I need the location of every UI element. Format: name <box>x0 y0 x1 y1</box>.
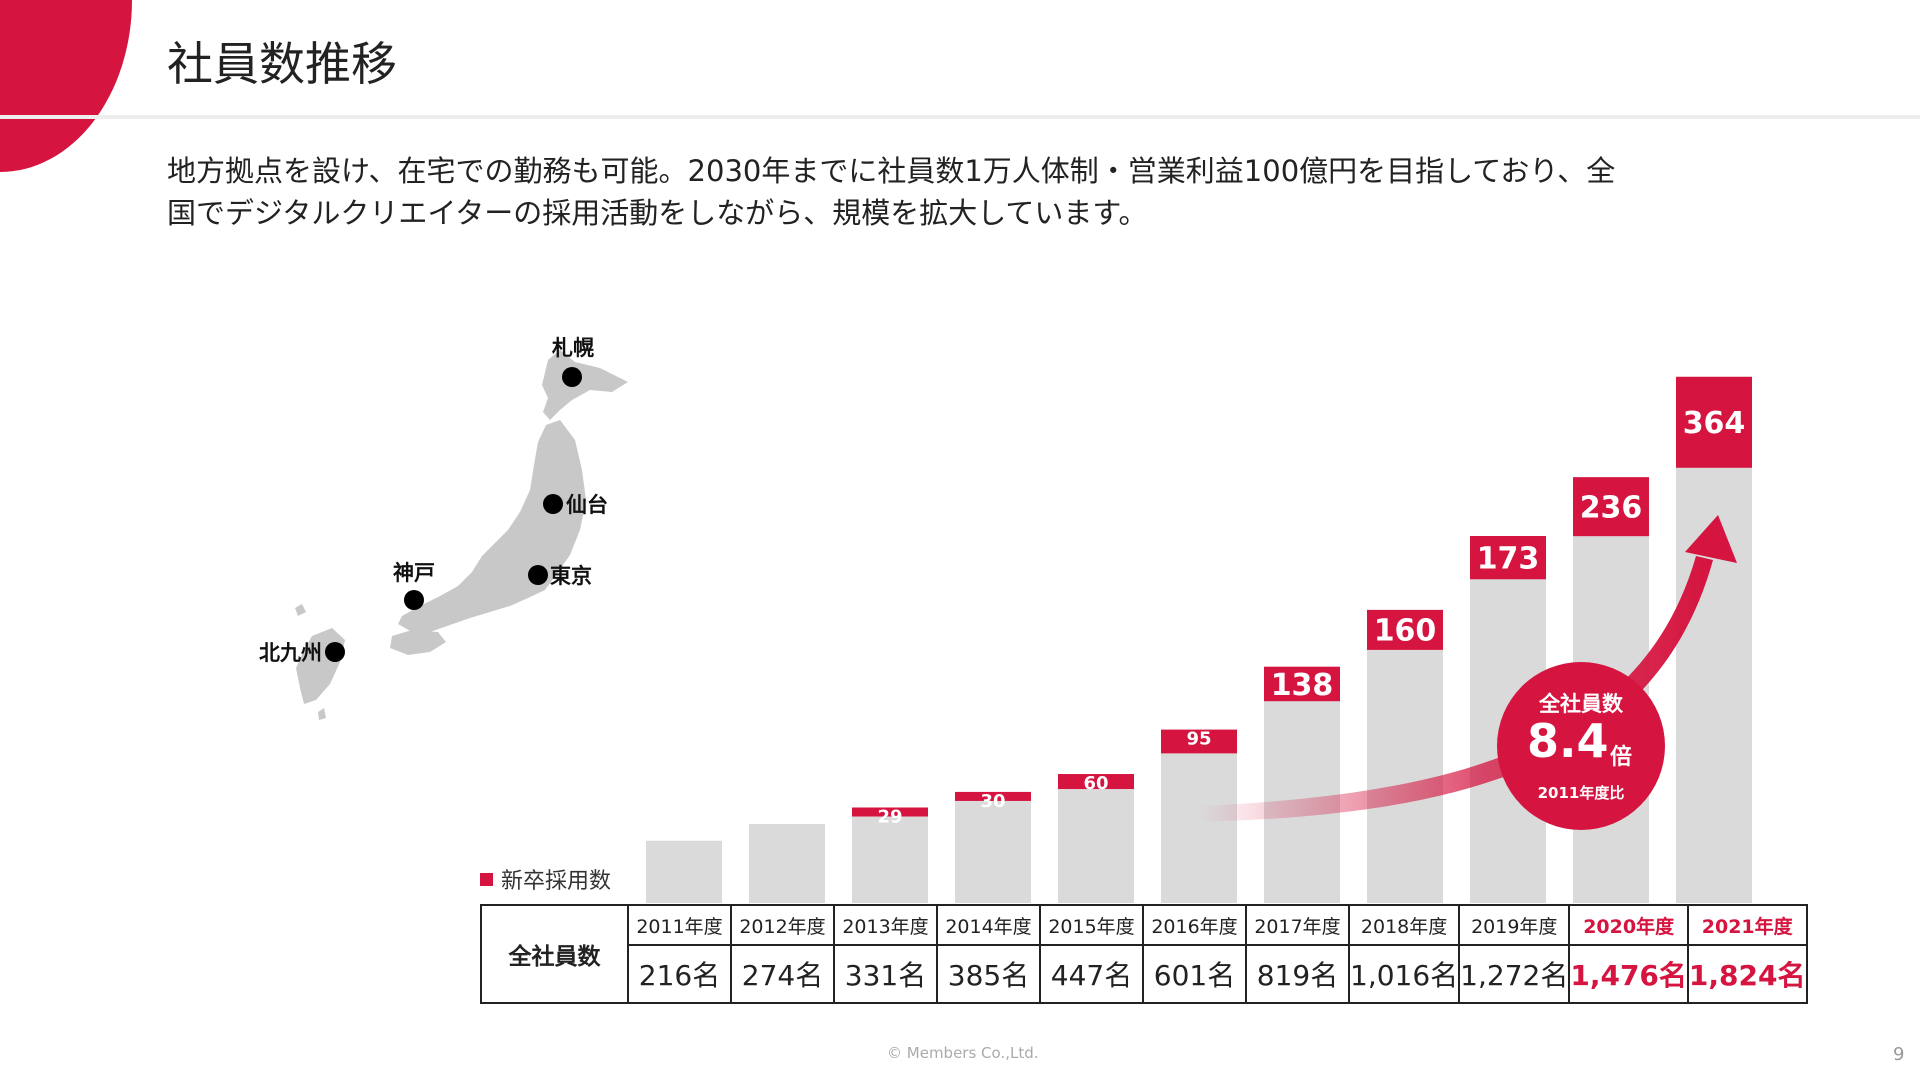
table-count-cell: 385名 <box>936 944 1041 1004</box>
total-bar <box>1058 774 1134 903</box>
city-label-tokyo: 東京 <box>550 564 592 588</box>
graduate-hire-segment <box>1161 729 1237 754</box>
description-line-1: 地方拠点を設け、在宅での勤務も可能。2030年までに社員数1万人体制・営業利益1… <box>167 154 1616 188</box>
graduate-hire-label: 364 <box>1683 406 1746 441</box>
legend-swatch <box>480 872 493 886</box>
title-divider <box>0 115 1920 119</box>
copyright: © Members Co.,Ltd. <box>887 1044 1039 1062</box>
kitakyushu-marker <box>325 642 345 662</box>
page-title: 社員数推移 <box>167 37 397 91</box>
table-count-cell: 1,016名 <box>1347 944 1461 1004</box>
badge-value: 8.4 <box>1527 714 1609 768</box>
badge-title: 全社員数 <box>1539 692 1623 716</box>
graduate-hire-label: 60 <box>1083 773 1108 794</box>
graduate-hire-label: 30 <box>980 791 1005 812</box>
graduate-hire-segment <box>852 807 928 817</box>
table-year-cell: 2014年度 <box>936 904 1041 946</box>
graduate-hire-label: 160 <box>1374 614 1437 649</box>
city-label-sendai: 仙台 <box>566 493 608 517</box>
total-bar <box>852 807 928 903</box>
legend-label: 新卒採用数 <box>501 869 612 894</box>
city-label-sapporo: 札幌 <box>551 336 594 360</box>
graduate-hire-segment <box>1573 477 1649 537</box>
graduate-hire-segment <box>955 791 1031 801</box>
table-count-cell: 216名 <box>627 944 732 1004</box>
table-year-cell: 2013年度 <box>833 904 938 946</box>
graduate-hire-label: 236 <box>1580 490 1643 525</box>
table-count-row: 216名 274名 331名 385名 447名 601名 819名 1,016… <box>481 944 1808 1004</box>
total-bar <box>1367 609 1443 903</box>
table-count-cell: 1,824名 <box>1686 944 1808 1004</box>
table-count-cell: 274名 <box>730 944 835 1004</box>
table-count-cell: 331名 <box>833 944 938 1004</box>
table-count-cell: 1,272名 <box>1458 944 1571 1004</box>
table-year-cell: 2018年度 <box>1347 904 1461 946</box>
table-year-cell: 2016年度 <box>1142 904 1247 946</box>
graduate-hire-label: 29 <box>877 807 902 828</box>
corner-decoration <box>0 0 132 172</box>
total-bar <box>749 823 825 903</box>
table-year-cell: 2012年度 <box>730 904 835 946</box>
table-year-cell: 2020年度 <box>1568 904 1689 946</box>
graduate-hire-label: 173 <box>1477 541 1540 576</box>
table-count-cell: 601名 <box>1142 944 1247 1004</box>
city-label-kitakyushu: 北九州 <box>259 641 322 665</box>
graduate-hire-segment <box>1264 666 1340 702</box>
graduate-hire-segment <box>1367 609 1443 650</box>
city-dots <box>325 367 582 662</box>
sendai-marker <box>543 494 563 514</box>
graduate-hire-label: 138 <box>1271 668 1334 703</box>
kobe-marker <box>404 590 424 610</box>
table-year-cell: 2011年度 <box>627 904 732 946</box>
table-year-cell: 2017年度 <box>1245 904 1350 946</box>
graduate-hire-segment <box>1676 376 1752 468</box>
tokyo-marker <box>528 565 548 585</box>
description: 地方拠点を設け、在宅での勤務も可能。2030年までに社員数1万人体制・営業利益1… <box>167 150 1767 234</box>
employee-table: 全社員数 2011年度 2012年度 2013年度 2014年度 2015年度 … <box>480 904 1808 1004</box>
description-line-2: 国でデジタルクリエイターの採用活動をしながら、規模を拡大しています。 <box>167 196 1148 230</box>
table-count-cell: 1,476名 <box>1568 944 1689 1004</box>
total-bar <box>646 840 722 903</box>
table-header-row: 全社員数 2011年度 2012年度 2013年度 2014年度 2015年度 … <box>480 904 1808 1004</box>
graduate-hire-segment <box>1058 774 1134 790</box>
growth-arrow-head <box>1685 515 1737 563</box>
table-year-cell: 2015年度 <box>1039 904 1144 946</box>
japan-map: 札幌 仙台 東京 神戸 北九州 <box>259 336 628 720</box>
table-count-cell: 447名 <box>1039 944 1144 1004</box>
table-year-cell: 2021年度 <box>1686 904 1808 946</box>
table-year-cell: 2019年度 <box>1458 904 1571 946</box>
total-bar <box>1264 666 1340 903</box>
legend: 新卒採用数 <box>480 863 611 895</box>
growth-badge: 全社員数 8.4 倍 2011年度比 <box>1497 662 1665 830</box>
city-label-kobe: 神戸 <box>393 561 435 585</box>
table-count-cell: 819名 <box>1245 944 1350 1004</box>
total-bar <box>955 791 1031 903</box>
page-number: 9 <box>1893 1044 1905 1065</box>
table-row-header: 全社員数 <box>480 904 629 1004</box>
graduate-hire-segment <box>1470 536 1546 580</box>
badge-unit: 倍 <box>1610 745 1633 770</box>
sapporo-marker <box>562 367 582 387</box>
graduate-hire-label: 95 <box>1186 729 1211 750</box>
badge-note: 2011年度比 <box>1537 784 1625 802</box>
